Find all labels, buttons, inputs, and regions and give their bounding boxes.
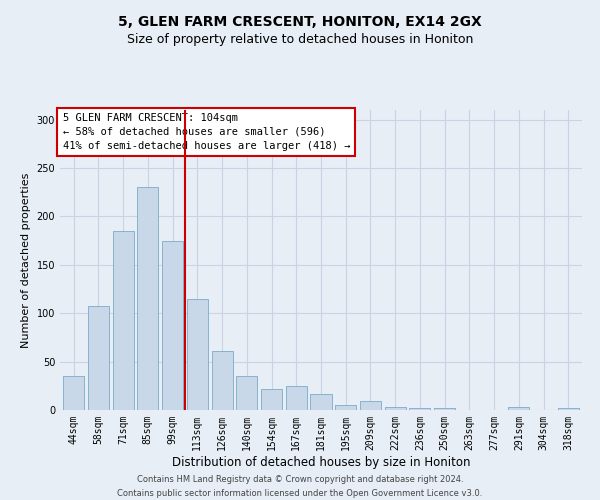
Bar bbox=[261, 388, 282, 410]
Bar bbox=[335, 405, 356, 410]
Bar bbox=[385, 407, 406, 410]
Bar bbox=[162, 240, 183, 410]
Text: Contains HM Land Registry data © Crown copyright and database right 2024.
Contai: Contains HM Land Registry data © Crown c… bbox=[118, 476, 482, 498]
Bar bbox=[236, 376, 257, 410]
Bar bbox=[508, 407, 529, 410]
Bar bbox=[360, 402, 381, 410]
Bar bbox=[113, 231, 134, 410]
Bar bbox=[286, 386, 307, 410]
Y-axis label: Number of detached properties: Number of detached properties bbox=[21, 172, 31, 348]
Bar bbox=[558, 408, 579, 410]
Bar bbox=[434, 408, 455, 410]
X-axis label: Distribution of detached houses by size in Honiton: Distribution of detached houses by size … bbox=[172, 456, 470, 468]
Bar bbox=[212, 351, 233, 410]
Text: 5 GLEN FARM CRESCENT: 104sqm
← 58% of detached houses are smaller (596)
41% of s: 5 GLEN FARM CRESCENT: 104sqm ← 58% of de… bbox=[62, 113, 350, 151]
Bar bbox=[409, 408, 430, 410]
Bar bbox=[63, 376, 84, 410]
Bar bbox=[88, 306, 109, 410]
Text: 5, GLEN FARM CRESCENT, HONITON, EX14 2GX: 5, GLEN FARM CRESCENT, HONITON, EX14 2GX bbox=[118, 15, 482, 29]
Bar bbox=[310, 394, 332, 410]
Text: Size of property relative to detached houses in Honiton: Size of property relative to detached ho… bbox=[127, 32, 473, 46]
Bar bbox=[137, 188, 158, 410]
Bar bbox=[187, 298, 208, 410]
